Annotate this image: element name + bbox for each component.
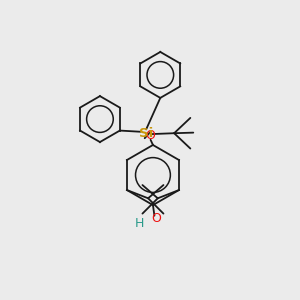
Text: H: H [134,217,144,230]
Text: O: O [152,212,161,225]
Text: Si: Si [139,127,153,140]
Text: O: O [146,129,155,142]
